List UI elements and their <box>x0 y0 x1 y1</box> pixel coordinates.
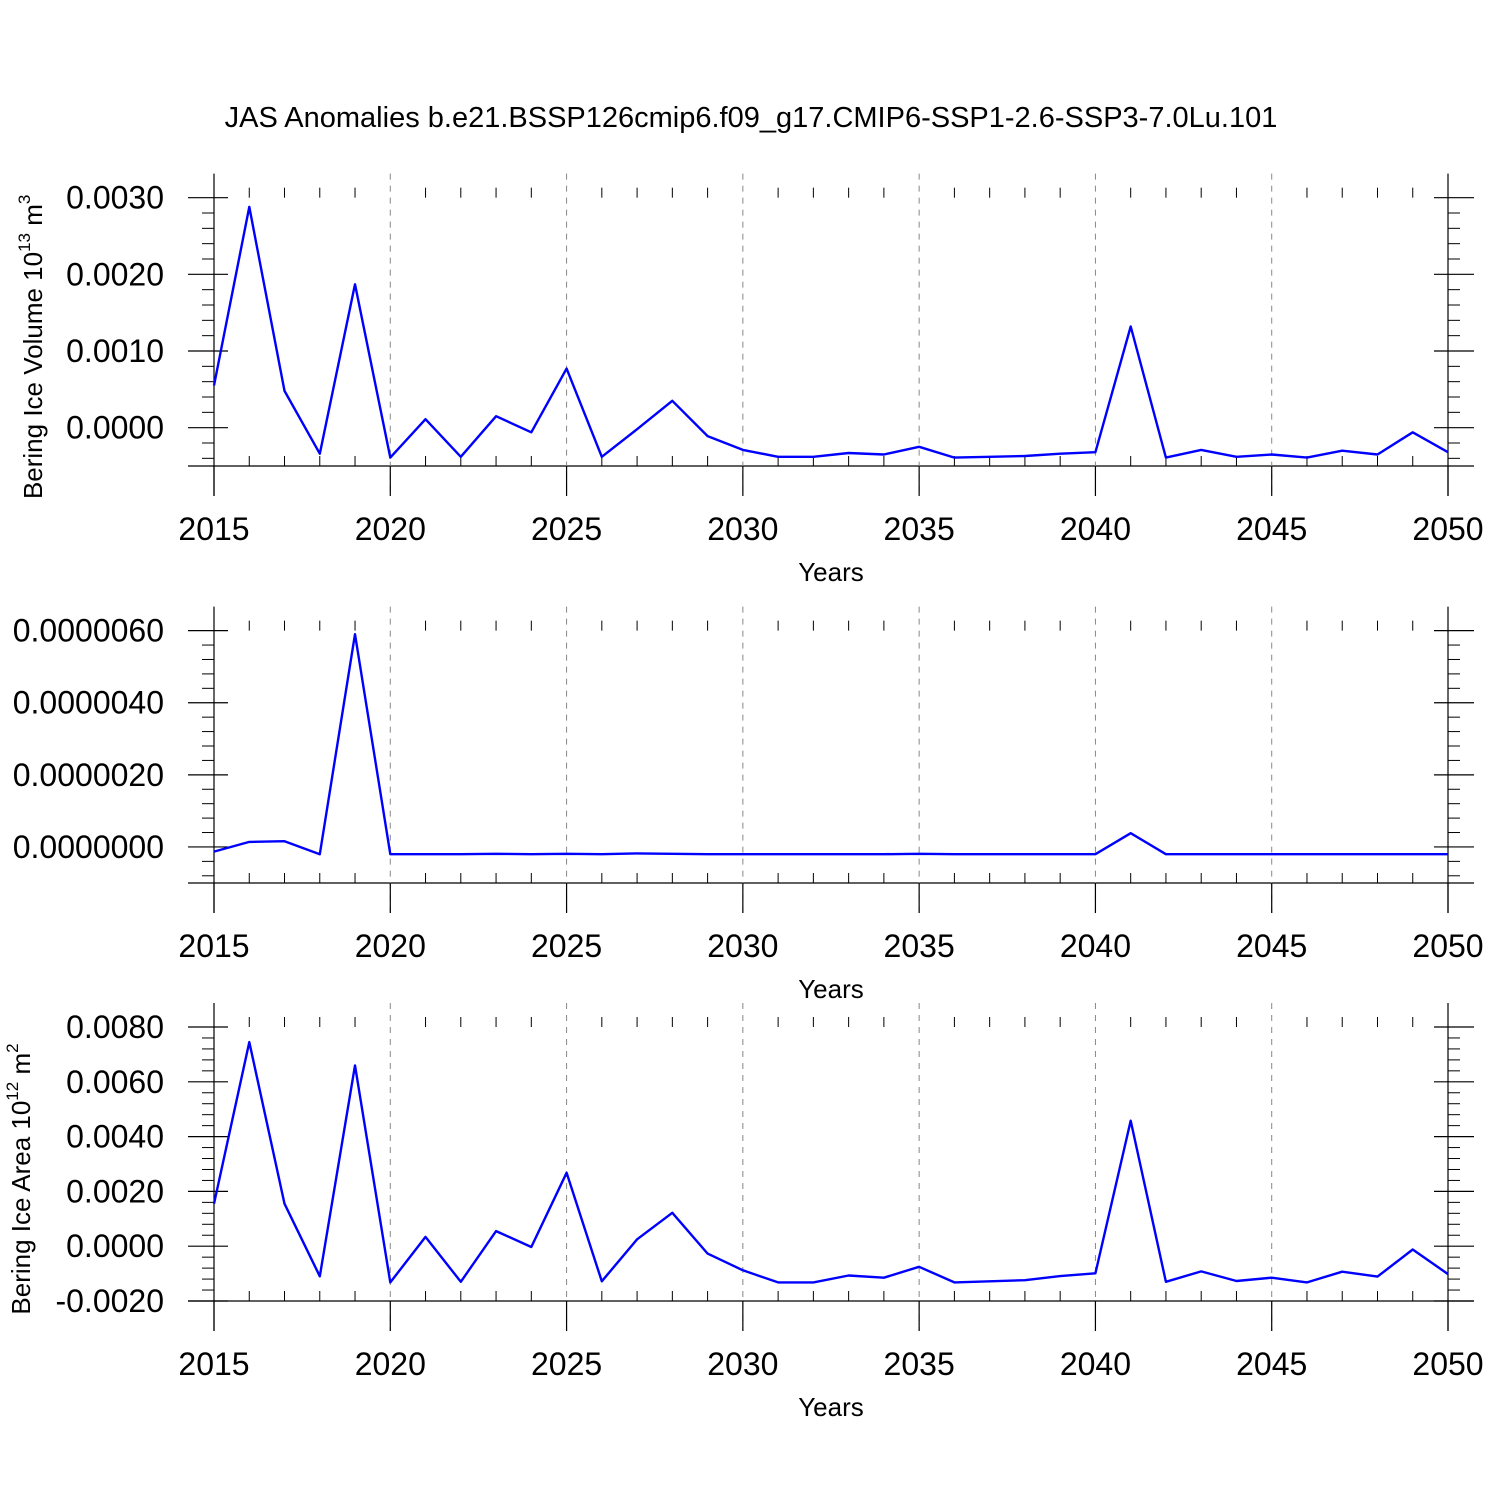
y-tick-label: 0.0000000 <box>13 829 164 865</box>
x-tick-label: 2045 <box>1236 928 1307 964</box>
y-tick-label: 0.0000020 <box>13 757 164 793</box>
series-line <box>212 1040 1449 1284</box>
x-axis-label: Years <box>798 974 864 1004</box>
y-tick-label: 0.0060 <box>66 1064 164 1100</box>
x-tick-label: 2035 <box>884 928 955 964</box>
x-tick-label: 2050 <box>1412 511 1483 547</box>
x-tick-label: 2050 <box>1412 928 1483 964</box>
chart-title: JAS Anomalies b.e21.BSSP126cmip6.f09_g17… <box>225 102 1278 134</box>
series-line <box>212 205 1449 459</box>
y-tick-label: 0.0000060 <box>13 613 164 649</box>
x-tick-label: 2040 <box>1060 928 1131 964</box>
panels-container: 0.0000 0.0010 0.0020 0.0030 2015 2020 2025 2030… <box>3 173 1484 1422</box>
x-tick-label: 2030 <box>707 511 778 547</box>
x-tick-label: 2025 <box>531 928 602 964</box>
x-tick-label: 2015 <box>178 928 249 964</box>
x-tick-label: 2030 <box>707 1346 778 1382</box>
y-tick-label: 0.0020 <box>66 256 164 292</box>
x-tick-label: 2040 <box>1060 511 1131 547</box>
x-tick-label: 2025 <box>531 1346 602 1382</box>
x-tick-label: 2050 <box>1412 1346 1483 1382</box>
y-tick-label: 0.0020 <box>66 1173 164 1209</box>
x-axis-label: Years <box>798 1392 864 1422</box>
x-tick-label: 2030 <box>707 928 778 964</box>
x-tick-label: 2015 <box>178 511 249 547</box>
x-tick-label: 2020 <box>355 511 426 547</box>
y-axis-label: Bering Ice Area 1012 m2 <box>3 1043 36 1314</box>
x-tick-label: 2020 <box>355 1346 426 1382</box>
y-tick-label: -0.0020 <box>55 1283 164 1319</box>
y-tick-label: 0.0080 <box>66 1009 164 1045</box>
chart-panel-1: 0.0000 0.0010 0.0020 0.0030 2015 2020 2025 2030… <box>15 173 1484 587</box>
y-tick-label: 0.0040 <box>66 1119 164 1155</box>
chart-panel-2: 0.0000000 0.0000020 0.0000040 0.0000060 2015… <box>13 606 1484 1004</box>
x-tick-label: 2020 <box>355 928 426 964</box>
x-tick-label: 2035 <box>884 1346 955 1382</box>
x-tick-label: 2015 <box>178 1346 249 1382</box>
x-tick-label: 2045 <box>1236 511 1307 547</box>
y-tick-label: 0.0000 <box>66 1228 164 1264</box>
chart-panel-3: -0.0020 0.0000 0.0020 0.0040 0.0060 0.0080 201… <box>3 1003 1484 1422</box>
x-tick-label: 2040 <box>1060 1346 1131 1382</box>
y-tick-label: 0.0030 <box>66 180 164 216</box>
series-line <box>213 633 1448 856</box>
y-tick-label: 0.0010 <box>66 333 164 369</box>
x-tick-label: 2045 <box>1236 1346 1307 1382</box>
y-axis-label: Bering Ice Volume 1013 m3 <box>15 195 48 499</box>
y-tick-label: 0.0000040 <box>13 685 164 721</box>
x-axis-label: Years <box>798 557 864 587</box>
y-tick-label: 0.0000 <box>66 410 164 446</box>
x-tick-label: 2025 <box>531 511 602 547</box>
x-tick-label: 2035 <box>884 511 955 547</box>
